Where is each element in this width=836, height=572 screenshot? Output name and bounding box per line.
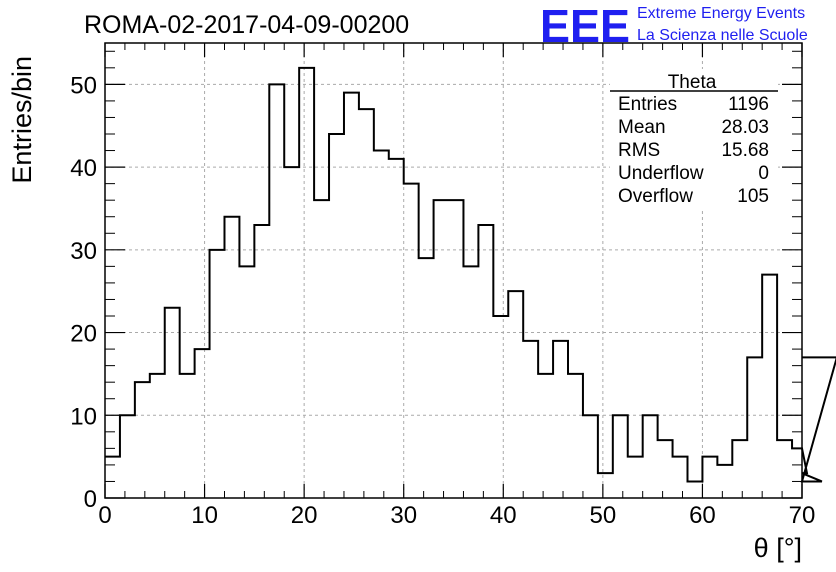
stats-row-label: Entries: [618, 94, 677, 115]
x-tick-label: 40: [490, 502, 517, 529]
x-tick-label: 50: [590, 502, 617, 529]
y-tick-labels: 0 10 20 30 40 50: [70, 72, 97, 513]
stats-rows: Entries 1196 Mean 28.03 RMS 15.68 Underflow 0 Ov…: [618, 94, 769, 207]
x-tick-label: 70: [789, 502, 816, 529]
x-tick-labels: 0 10 20 30 40 50 60 70: [98, 502, 815, 529]
x-axis-label: θ [°]: [754, 533, 802, 563]
x-tick-label: 60: [689, 502, 716, 529]
y-tick-label: 10: [70, 403, 97, 430]
logo-line-2: La Scienza nelle Scuole: [637, 27, 808, 44]
stats-row-label: Underflow: [618, 163, 704, 184]
stats-row-label: Overflow: [618, 186, 693, 207]
y-tick-label: 0: [84, 486, 97, 513]
y-tick-label: 20: [70, 321, 97, 348]
stats-row-value: 0: [758, 163, 769, 184]
axis-ticks: [104, 43, 803, 499]
histogram-line: [105, 66, 836, 483]
stats-box: Theta Entries 1196 Mean 28.03 RMS 15.68 Underf…: [610, 69, 778, 209]
x-tick-label: 10: [191, 502, 218, 529]
x-tick-label: 0: [98, 502, 111, 529]
y-tick-label: 50: [70, 72, 97, 99]
stats-row-value: 15.68: [721, 140, 769, 161]
stats-row-label: RMS: [618, 140, 660, 161]
y-tick-label: 40: [70, 155, 97, 182]
x-tick-label: 20: [291, 502, 318, 529]
plot-frame: [104, 42, 803, 499]
stats-row-value: 1196: [728, 94, 769, 115]
y-axis-label: Entries/bin: [7, 56, 37, 184]
stats-row-value: 28.03: [721, 117, 769, 138]
logo-line-1: Extreme Energy Events: [637, 5, 805, 22]
stats-row-label: Mean: [618, 117, 666, 138]
stats-box-background: [610, 69, 778, 209]
x-tick-label: 30: [390, 502, 417, 529]
eee-logo: EEE: [540, 0, 630, 52]
y-tick-label: 30: [70, 238, 97, 265]
stats-title: Theta: [668, 72, 717, 93]
stats-row-value: 105: [737, 186, 769, 207]
grid-lines: [105, 43, 802, 498]
chart-title: ROMA-02-2017-04-09-00200: [84, 11, 409, 39]
